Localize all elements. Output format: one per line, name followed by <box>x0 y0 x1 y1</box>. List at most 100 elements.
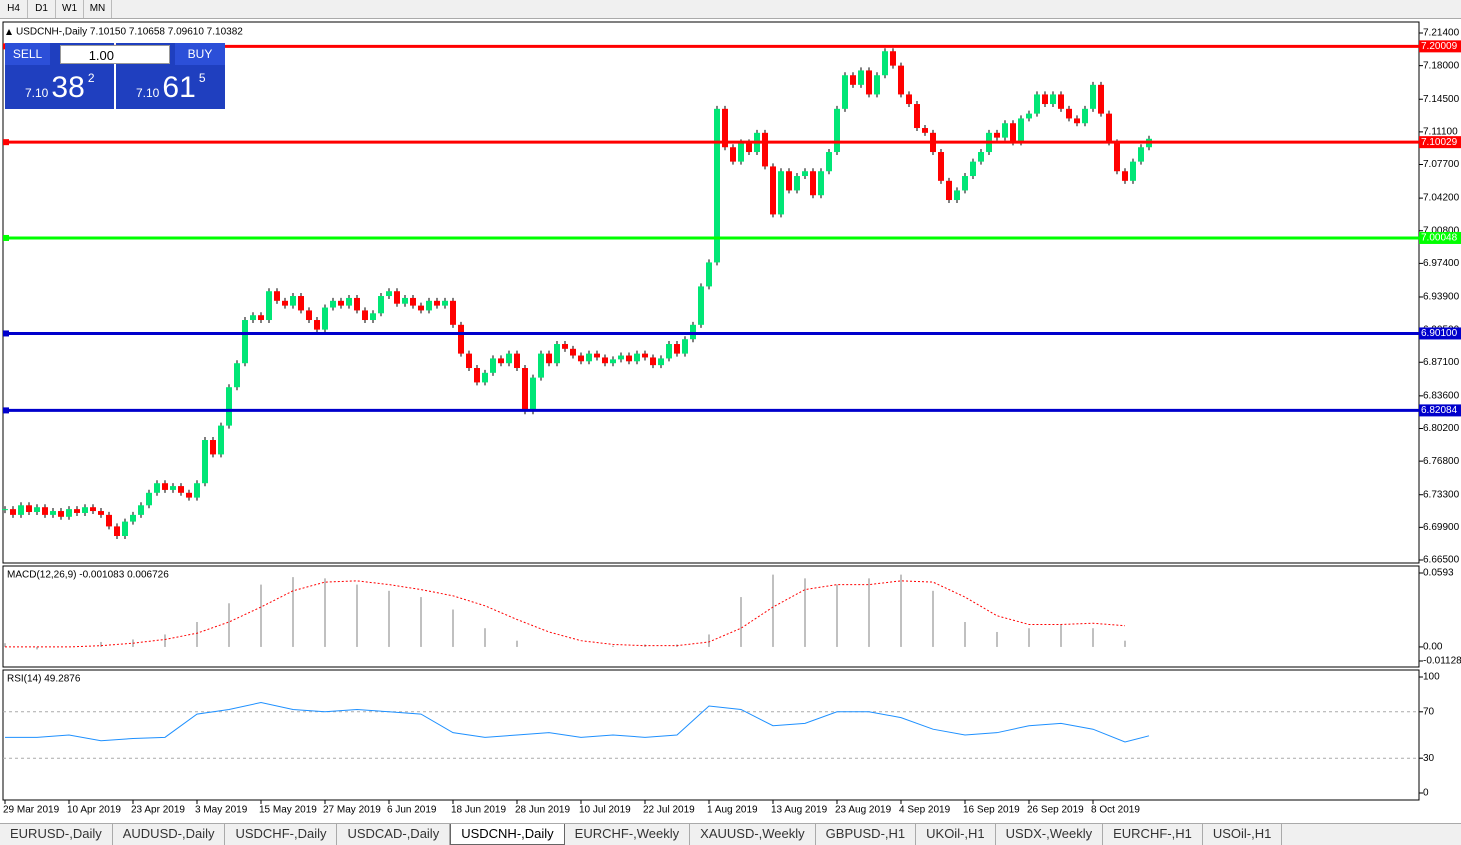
candle-body <box>450 300 456 325</box>
candle-body <box>866 70 872 95</box>
candle-body <box>106 514 112 527</box>
y-tick-label: 6.83600 <box>1423 390 1460 401</box>
y-tick-label: 6.69900 <box>1423 522 1460 533</box>
candle-body <box>194 483 200 498</box>
macd-signal <box>5 580 1126 648</box>
symbol-tab[interactable]: XAUUSD-,Weekly <box>690 824 816 845</box>
candle-body <box>42 507 48 515</box>
candle-body <box>786 171 792 191</box>
candle-body <box>1138 147 1144 162</box>
candle-body <box>546 353 552 364</box>
candle-body <box>498 358 504 364</box>
level-label: 7.10029 <box>1421 137 1458 148</box>
candle-body <box>346 297 352 306</box>
x-tick-label: 18 Jun 2019 <box>451 805 506 816</box>
candle-body <box>818 171 824 196</box>
candle-body <box>474 368 480 383</box>
candle-body <box>810 171 816 196</box>
candle-body <box>890 51 896 66</box>
symbol-tab[interactable]: AUDUSD-,Daily <box>113 824 226 845</box>
level-marker <box>3 407 9 414</box>
bid-small: 2 <box>87 71 95 85</box>
sell-button[interactable]: SELL <box>5 43 50 65</box>
candle-body <box>146 492 152 506</box>
symbol-tab[interactable]: USDCHF-,Daily <box>225 824 338 845</box>
candle-body <box>642 353 648 358</box>
x-tick-label: 28 Jun 2019 <box>515 805 570 816</box>
candle-body <box>562 344 568 349</box>
candle-body <box>946 180 952 201</box>
timeframe-bar: H4 D1 W1 MN <box>0 0 1461 19</box>
candle-body <box>1114 142 1120 172</box>
y-tick-label: -0.011289 <box>1423 656 1461 667</box>
buy-box[interactable]: BUY 7.10 61 5 <box>116 43 225 109</box>
candle-body <box>1066 108 1072 119</box>
candle-body <box>746 142 752 153</box>
candle-body <box>226 387 232 426</box>
candle-body <box>554 344 560 364</box>
candle-body <box>594 353 600 358</box>
candle-body <box>738 142 744 162</box>
sell-box[interactable]: SELL 7.10 38 2 <box>5 43 114 109</box>
x-tick-label: 4 Sep 2019 <box>899 805 951 816</box>
y-tick-label: 0.00 <box>1423 642 1443 653</box>
symbol-tab[interactable]: USOil-,H1 <box>1203 824 1283 845</box>
ask-big: 7.10 <box>136 86 160 100</box>
level-marker <box>3 234 9 241</box>
symbol-tab[interactable]: EURUSD-,Daily <box>0 824 113 845</box>
candle-body <box>26 505 32 513</box>
level-label: 6.90100 <box>1421 328 1458 339</box>
candle-body <box>1122 171 1128 181</box>
candle-body <box>506 353 512 364</box>
x-tick-label: 26 Sep 2019 <box>1027 805 1084 816</box>
candle-body <box>202 440 208 484</box>
rsi-title: RSI(14) 49.2876 <box>7 674 81 685</box>
candle-body <box>1106 113 1112 143</box>
candle-body <box>122 521 128 537</box>
symbol-tab[interactable]: USDCNH-,Daily <box>450 824 565 845</box>
candle-body <box>794 176 800 191</box>
timeframe-button[interactable]: D1 <box>28 0 56 18</box>
candle-body <box>402 297 408 304</box>
header-arrow <box>6 29 12 35</box>
candle-body <box>762 132 768 167</box>
y-tick-label: 6.97400 <box>1423 258 1460 269</box>
symbol-tab[interactable]: UKOil-,H1 <box>916 824 996 845</box>
x-tick-label: 8 Oct 2019 <box>1091 805 1140 816</box>
symbol-tab[interactable]: EURCHF-,Weekly <box>565 824 691 845</box>
y-tick-label: 7.18000 <box>1423 60 1460 71</box>
symbol-tab[interactable]: USDCAD-,Daily <box>337 824 451 845</box>
candle-body <box>586 353 592 362</box>
volume-input[interactable]: 1.00 <box>60 45 170 64</box>
candle-body <box>482 372 488 383</box>
candle-body <box>394 291 400 304</box>
y-tick-label: 0.0593 <box>1423 568 1454 579</box>
symbol-tab[interactable]: USDX-,Weekly <box>996 824 1104 845</box>
rsi-line <box>5 702 1150 743</box>
timeframe-button[interactable]: W1 <box>56 0 84 18</box>
x-tick-label: 16 Sep 2019 <box>963 805 1020 816</box>
candle-body <box>58 511 64 517</box>
buy-button[interactable]: BUY <box>175 43 225 65</box>
candle-body <box>418 305 424 311</box>
x-tick-label: 6 Jun 2019 <box>387 805 437 816</box>
bid-main: 38 <box>51 71 85 104</box>
symbol-tab[interactable]: GBPUSD-,H1 <box>816 824 917 845</box>
candle-body <box>618 355 624 360</box>
y-tick-label: 6.80200 <box>1423 423 1460 434</box>
level-tag <box>1419 327 1461 340</box>
x-tick-label: 13 Aug 2019 <box>771 805 828 816</box>
candle-body <box>570 348 576 356</box>
candle-body <box>82 507 88 513</box>
candle-body <box>218 425 224 455</box>
ask-small: 5 <box>198 71 206 85</box>
candle-body <box>626 355 632 362</box>
timeframe-button[interactable]: MN <box>84 0 112 18</box>
y-tick-label: 7.07700 <box>1423 159 1460 170</box>
timeframe-button[interactable]: H4 <box>0 0 28 18</box>
x-tick-label: 10 Jul 2019 <box>579 805 631 816</box>
symbol-tab[interactable]: EURCHF-,H1 <box>1103 824 1203 845</box>
y-tick-label: 6.93900 <box>1423 292 1460 303</box>
candle-body <box>994 132 1000 138</box>
